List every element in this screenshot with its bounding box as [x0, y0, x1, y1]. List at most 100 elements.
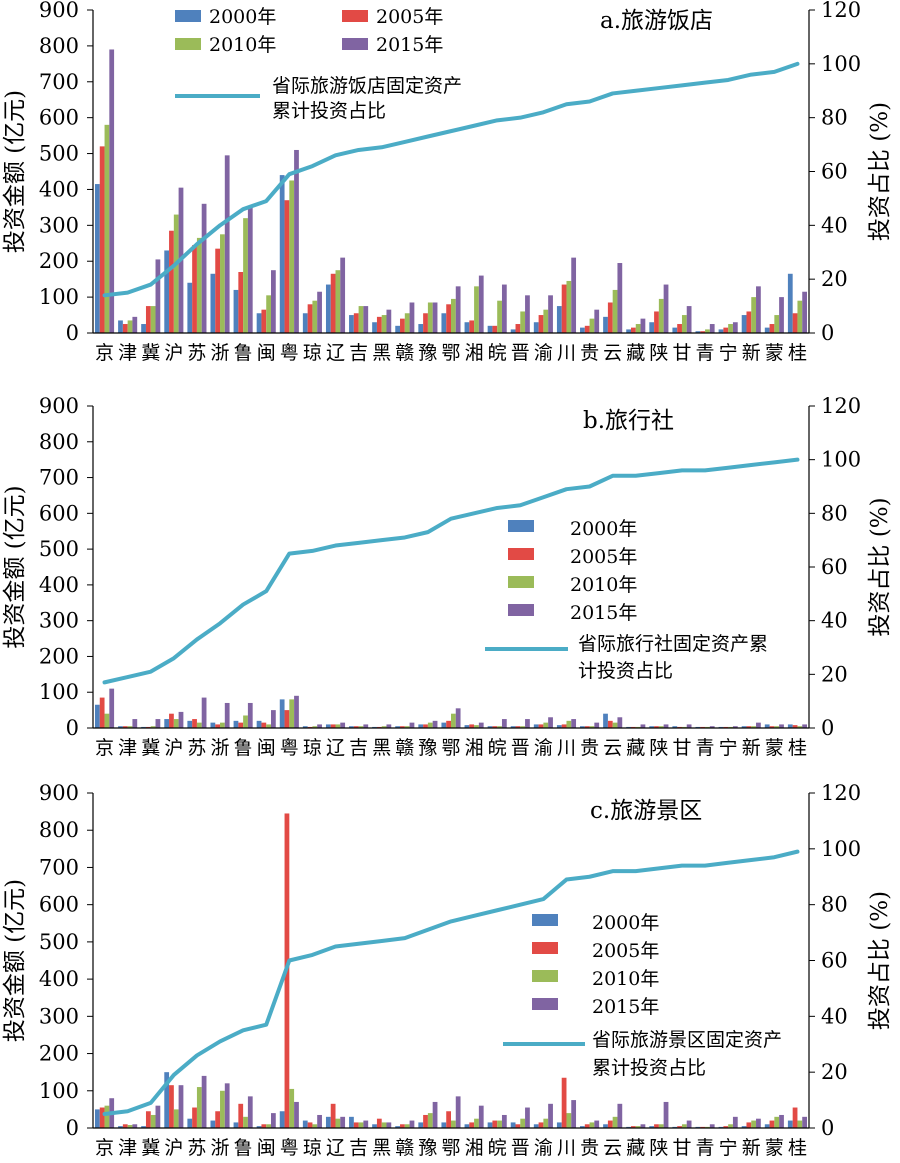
bar-2000年-辽	[325, 1116, 331, 1128]
bar-2005年-苏	[192, 1107, 197, 1128]
bar-2005年-甘	[677, 324, 682, 333]
legend-swatch-2010年	[532, 970, 558, 982]
y-tick-label: 800	[39, 430, 79, 454]
bar-2010年-蒙	[774, 726, 780, 728]
x-tick-label: 赣	[395, 342, 414, 364]
bar-2000年-贵	[580, 1126, 585, 1128]
bar-2010年-浙	[220, 234, 225, 333]
bar-2015年-鲁	[247, 1096, 253, 1128]
bar-2000年-闽	[256, 720, 262, 728]
cumulative-line	[102, 849, 800, 1117]
x-tick-label: 浙	[211, 342, 230, 364]
bar-2015年-赣	[409, 1120, 415, 1128]
bar-2015年-陕	[663, 724, 669, 728]
bar-2015年-云	[617, 263, 623, 333]
bar-2005年-津	[122, 726, 128, 728]
bar-2000年-蒙	[764, 327, 770, 333]
x-tick-label: 赣	[395, 737, 414, 759]
bar-2015年-皖	[501, 1114, 507, 1128]
y2-axis-title: 投资占比 (%)	[867, 102, 893, 241]
x-tick-label: 新	[742, 1137, 761, 1159]
bar-2015年-川	[571, 719, 577, 728]
x-tick-label: 鄂	[441, 1137, 460, 1159]
bar-2015年-宁	[732, 726, 738, 728]
x-tick-label: 鲁	[234, 1137, 253, 1159]
bar-2015年-藏	[640, 1124, 646, 1128]
x-tick-label: 黑	[372, 737, 391, 759]
bar-2015年-桂	[802, 291, 807, 333]
bar-2015年-甘	[686, 1120, 692, 1128]
bar-2005年-新	[746, 311, 752, 333]
bar-2010年-沪	[173, 214, 179, 333]
x-tick-label: 宁	[719, 1137, 738, 1159]
x-tick-label: 湘	[465, 737, 484, 759]
bar-2000年-鄂	[441, 722, 447, 728]
x-tick-label: 京	[95, 1137, 114, 1159]
bar-2010年-黑	[381, 726, 387, 728]
bar-2000年-新	[741, 1126, 747, 1128]
bar-2005年-桂	[792, 725, 798, 728]
x-tick-label: 陕	[649, 342, 668, 364]
y2-tick-label: 60	[821, 949, 848, 973]
bar-2010年-京	[104, 713, 110, 728]
bar-2010年-粤	[289, 699, 295, 728]
x-tick-label: 青	[696, 342, 715, 364]
y2-tick-label: 0	[821, 321, 834, 345]
bar-2005年-冀	[145, 1111, 151, 1128]
legend-line-label-1: 省际旅游饭店固定资产	[272, 75, 462, 97]
bar-2005年-豫	[423, 313, 428, 333]
bar-2010年-赣	[404, 1124, 410, 1128]
bar-2005年-黑	[376, 316, 382, 333]
bar-2015年-新	[756, 1118, 761, 1128]
bar-2010年-青	[705, 329, 710, 333]
bar-2005年-蒙	[769, 324, 775, 333]
x-tick-label: 云	[603, 1137, 622, 1159]
bar-2010年-闽	[266, 724, 271, 728]
bar-2005年-陕	[654, 1124, 659, 1128]
legend-label: 2000年	[592, 912, 659, 934]
x-tick-label: 川	[557, 737, 576, 759]
y-tick-label: 200	[39, 644, 79, 668]
bar-2015年-苏	[201, 1075, 207, 1128]
bar-2000年-陕	[649, 1126, 655, 1128]
bar-2010年-宁	[728, 1124, 733, 1128]
y-tick-label: 600	[39, 106, 79, 130]
bar-2000年-宁	[718, 329, 724, 333]
bar-2010年-琼	[312, 726, 318, 728]
bar-2000年-沪	[164, 719, 170, 728]
bar-2015年-冀	[155, 1105, 161, 1128]
bar-2005年-赣	[400, 726, 405, 728]
x-tick-label: 闽	[257, 342, 276, 364]
x-tick-label: 青	[696, 737, 715, 759]
legend-swatch-2000年	[532, 914, 558, 926]
x-tick-label: 渝	[534, 342, 553, 364]
bar-2000年-闽	[256, 313, 262, 333]
x-tick-label: 蒙	[765, 1137, 784, 1159]
panel-title: a.旅游饭店	[600, 8, 713, 34]
bar-2010年-豫	[427, 302, 433, 333]
x-tick-label: 粤	[280, 342, 299, 364]
bar-2010年-甘	[681, 1124, 687, 1128]
bar-2000年-粤	[279, 699, 285, 728]
y-tick-label: 400	[39, 573, 79, 597]
bar-2010年-湘	[474, 725, 479, 728]
bar-2005年-沪	[169, 1085, 174, 1128]
bar-2000年-吉	[349, 1116, 354, 1128]
legend-line-label-2: 累计投资占比	[272, 100, 386, 122]
legend-swatch-2015年	[342, 38, 368, 50]
x-tick-label: 浙	[211, 737, 230, 759]
x-tick-label: 贵	[580, 1137, 599, 1159]
y-tick-label: 100	[39, 680, 79, 704]
y2-tick-label: 20	[821, 267, 848, 291]
x-tick-label: 藏	[626, 1137, 645, 1159]
y2-axis-title: 投资占比 (%)	[867, 497, 893, 636]
bar-2000年-冀	[141, 324, 146, 333]
bar-2000年-琼	[302, 726, 308, 728]
x-tick-label: 青	[696, 1137, 715, 1159]
bar-2015年-京	[109, 49, 115, 333]
x-tick-label: 苏	[187, 1137, 206, 1159]
bar-2010年-桂	[797, 300, 803, 333]
bar-2010年-津	[127, 1125, 133, 1128]
bar-2005年-渝	[538, 724, 544, 728]
